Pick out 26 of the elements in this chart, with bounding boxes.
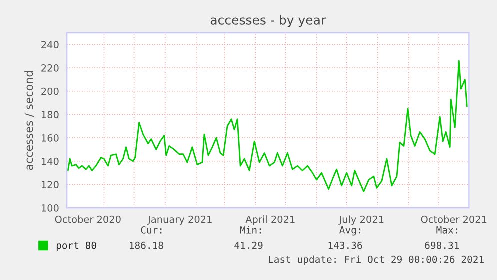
x-tick-label: January 2021 xyxy=(148,216,212,226)
y-tick-label: 220 xyxy=(42,64,59,72)
line-series xyxy=(67,60,468,192)
text: 186.18 xyxy=(130,242,164,250)
y-tick-label: 200 xyxy=(42,88,59,96)
text: Last update: Fri Oct 29 00:00:26 2021 xyxy=(269,256,484,266)
text: Avg: xyxy=(340,226,360,236)
y-tick-label: 120 xyxy=(42,181,59,189)
y-tick-label: 140 xyxy=(42,158,59,166)
y-tick-label: 240 xyxy=(42,41,59,49)
x-tick-label: October 2020 xyxy=(55,216,121,224)
text: Cur: xyxy=(141,226,162,234)
x-tick-label: July 2021 xyxy=(338,216,384,226)
text: 143.36 xyxy=(328,242,362,250)
text: 698.31 xyxy=(425,242,460,250)
text: Min: xyxy=(240,226,262,234)
text: Max: xyxy=(436,226,458,234)
x-tick-label: October 2021 xyxy=(421,216,487,224)
y-tick-label: 180 xyxy=(42,111,59,119)
y-tick-label: 100 xyxy=(42,204,59,212)
y-axis-title: accesses / second xyxy=(24,71,34,170)
x-tick-label: April 2021 xyxy=(246,216,295,226)
chart-title: accesses - by year xyxy=(210,15,326,28)
y-tick-label: 160 xyxy=(42,134,59,142)
text: 41.29 xyxy=(234,242,263,250)
legend-label: port 80 xyxy=(56,242,96,252)
